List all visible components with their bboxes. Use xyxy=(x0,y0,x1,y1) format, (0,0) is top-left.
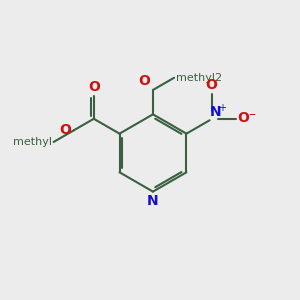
Text: methyl: methyl xyxy=(13,137,52,147)
Text: O: O xyxy=(138,74,150,88)
Text: O: O xyxy=(206,78,218,92)
Text: N: N xyxy=(147,194,159,208)
Text: O⁻: O⁻ xyxy=(237,111,256,125)
Text: +: + xyxy=(218,103,226,113)
Text: O: O xyxy=(60,123,72,137)
Text: N: N xyxy=(210,105,221,119)
Text: O: O xyxy=(88,80,100,94)
Text: methyl2: methyl2 xyxy=(176,73,222,83)
